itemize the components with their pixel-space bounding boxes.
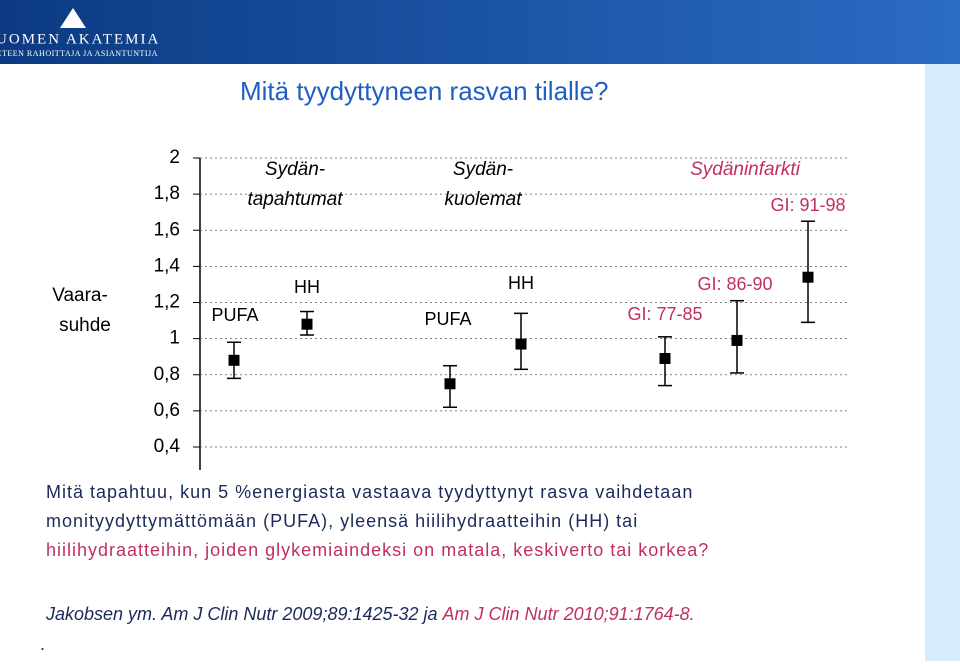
y-tick-label: 0,4 — [154, 436, 181, 457]
category-label: GI: 86-90 — [697, 274, 772, 294]
category-label: PUFA — [211, 305, 258, 325]
group-label: kuolemat — [444, 189, 522, 210]
point — [802, 271, 814, 283]
point — [444, 378, 456, 390]
point — [515, 338, 527, 350]
category-label: GI: 91-98 — [770, 195, 845, 215]
slide-title: Mitä tyydyttyneen rasvan tilalle? — [240, 76, 609, 106]
citation: Am J Clin Nutr 2010;91:1764-8. — [442, 604, 695, 624]
category-label: HH — [294, 277, 320, 297]
org-tagline: TIETEEN RAHOITTAJA JA ASIANTUNTIJA — [0, 49, 158, 58]
side-band — [925, 64, 960, 661]
body-line: Mitä tapahtuu, kun 5 %energiasta vastaav… — [46, 482, 693, 502]
citation: Jakobsen ym. Am J Clin Nutr 2009;89:1425… — [45, 604, 438, 624]
body-line: hiilihydraatteihin, joiden glykemiaindek… — [46, 540, 709, 560]
header-band — [0, 0, 960, 64]
group-label: Sydän- — [265, 159, 325, 180]
logo — [60, 8, 86, 28]
y-tick-label: 2 — [169, 147, 180, 168]
point — [731, 334, 743, 346]
y-tick-label: 0,6 — [154, 400, 180, 421]
y-tick-label: 1,2 — [154, 292, 180, 313]
y-tick-label: 1,4 — [154, 255, 181, 276]
y-tick-label: 1 — [169, 328, 180, 349]
y-axis-label: Vaara- — [52, 285, 108, 306]
category-label: HH — [508, 273, 534, 293]
y-tick-label: 1,6 — [154, 219, 180, 240]
point — [228, 354, 240, 366]
group-label: Sydän- — [453, 159, 513, 180]
point — [301, 318, 313, 330]
category-label: PUFA — [424, 309, 471, 329]
y-tick-label: 0,8 — [154, 364, 180, 385]
footnote: . — [40, 634, 45, 654]
group-label: tapahtumat — [247, 189, 343, 210]
y-tick-label: 1,8 — [154, 183, 180, 204]
point — [659, 352, 671, 364]
group-label: Sydäninfarkti — [690, 159, 801, 180]
org-name: SUOMEN AKATEMIA — [0, 31, 160, 47]
y-axis-label: suhde — [59, 315, 111, 336]
category-label: GI: 77-85 — [627, 304, 702, 324]
body-line: monityydyttymättömään (PUFA), yleensä hi… — [46, 511, 638, 531]
